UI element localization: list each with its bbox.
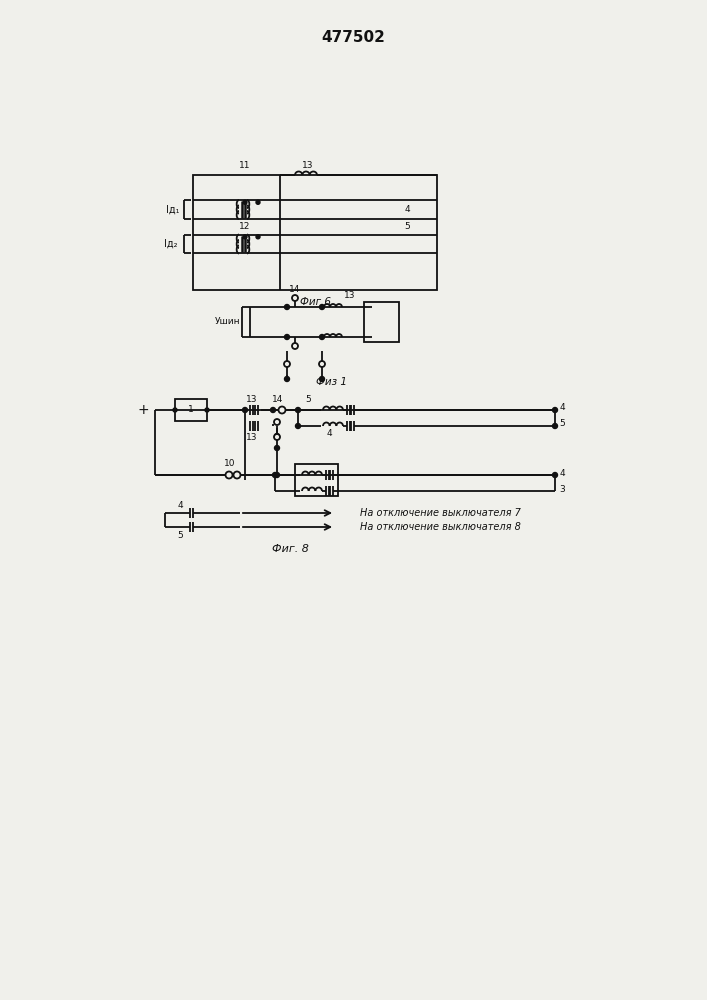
Circle shape: [274, 419, 280, 425]
Text: 4: 4: [404, 205, 410, 214]
Text: 4: 4: [177, 500, 183, 510]
Text: 4: 4: [326, 430, 332, 438]
Bar: [193, 175, 437, 290]
Circle shape: [256, 235, 260, 239]
Circle shape: [296, 408, 300, 412]
Circle shape: [279, 406, 286, 414]
Circle shape: [320, 376, 325, 381]
Circle shape: [320, 334, 325, 340]
Text: На отключение выключателя 7: На отключение выключателя 7: [360, 508, 521, 518]
Text: На отключение выключателя 8: На отключение выключателя 8: [360, 522, 521, 532]
Bar: [175, 399, 207, 421]
Circle shape: [552, 473, 558, 478]
Circle shape: [284, 361, 290, 367]
Circle shape: [233, 472, 240, 479]
Bar: [364, 302, 399, 342]
Text: +: +: [137, 403, 148, 417]
Text: 4: 4: [559, 403, 565, 412]
Text: Физ 1: Физ 1: [317, 377, 348, 387]
Circle shape: [272, 473, 278, 478]
Text: 477502: 477502: [321, 30, 385, 45]
Text: 14: 14: [289, 284, 300, 294]
Text: 14: 14: [272, 394, 284, 403]
Circle shape: [205, 408, 209, 412]
Circle shape: [271, 408, 276, 412]
Circle shape: [243, 408, 247, 412]
Circle shape: [243, 235, 247, 239]
Text: Фиг. 8: Фиг. 8: [271, 544, 308, 554]
Text: 10: 10: [224, 460, 235, 468]
Text: 5: 5: [177, 530, 183, 540]
Bar: [295, 464, 338, 496]
Circle shape: [226, 472, 233, 479]
Circle shape: [274, 473, 279, 478]
Text: 5: 5: [305, 395, 311, 404]
Circle shape: [284, 304, 289, 310]
Text: Iд₁: Iд₁: [166, 205, 180, 215]
Text: 11: 11: [239, 161, 251, 170]
Circle shape: [320, 304, 325, 310]
Circle shape: [274, 434, 279, 438]
Text: 5: 5: [404, 222, 410, 231]
Text: Фиг 6: Фиг 6: [300, 297, 330, 307]
Text: 12: 12: [239, 222, 251, 231]
Text: Iд₂: Iд₂: [164, 239, 177, 249]
Circle shape: [296, 424, 300, 428]
Circle shape: [284, 376, 289, 381]
Circle shape: [552, 424, 558, 428]
Circle shape: [173, 408, 177, 412]
Circle shape: [292, 343, 298, 349]
Circle shape: [552, 408, 558, 412]
Circle shape: [284, 334, 289, 340]
Circle shape: [274, 446, 279, 450]
Text: 4: 4: [559, 468, 565, 478]
Circle shape: [292, 295, 298, 301]
Text: Ушин: Ушин: [215, 318, 241, 326]
Circle shape: [256, 200, 260, 204]
Circle shape: [243, 200, 247, 204]
Text: 13: 13: [303, 161, 314, 170]
Circle shape: [319, 361, 325, 367]
Text: 13: 13: [344, 290, 356, 300]
Circle shape: [274, 434, 280, 440]
Text: 3: 3: [559, 485, 565, 493]
Text: 1: 1: [188, 406, 194, 414]
Text: 5: 5: [559, 420, 565, 428]
Text: 13: 13: [246, 394, 258, 403]
Text: 13: 13: [246, 432, 258, 442]
